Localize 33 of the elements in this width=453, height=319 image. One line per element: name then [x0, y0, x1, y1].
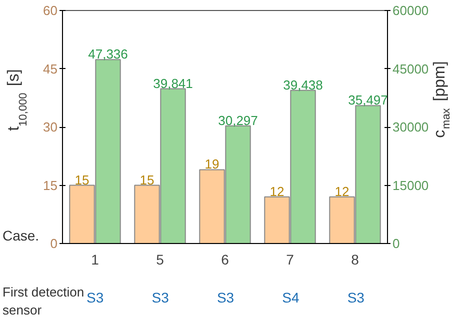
- text: S4: [282, 290, 300, 306]
- data-label: 19: [204, 156, 220, 172]
- x-tick-label: 6: [221, 252, 230, 268]
- text: First detection sensor: [2, 284, 84, 318]
- text: S3: [86, 290, 104, 306]
- data-label: 39,438: [283, 77, 323, 92]
- x-tick-label: 1: [91, 252, 100, 268]
- x-tick-label: 7: [286, 252, 294, 268]
- y2-tick-label: 15000: [392, 178, 429, 193]
- data-label: 30,297: [218, 112, 258, 128]
- data-label: 15: [140, 172, 154, 188]
- y-tick-label: 0: [50, 236, 58, 251]
- y2-axis-title: cmax [ppm]: [432, 61, 452, 138]
- x-tick-label: 8: [351, 252, 360, 268]
- y-tick-label: 60: [43, 3, 58, 18]
- text: S3: [152, 290, 170, 306]
- data-label: 12: [270, 184, 284, 199]
- y2-tick-label: 60000: [392, 3, 429, 18]
- x-tick-label: 5: [156, 252, 164, 268]
- data-label: 15: [74, 172, 90, 188]
- text: S3: [347, 290, 365, 306]
- y-tick-label: 45: [43, 61, 58, 76]
- y-axis-title: t10,000 [s]: [6, 69, 30, 131]
- x-axis-title: Case.: [2, 228, 40, 244]
- y2-tick-label: 0: [392, 236, 400, 251]
- data-label: 12: [334, 184, 350, 199]
- y2-tick-label: 30000: [392, 120, 429, 134]
- data-label: 39,841: [153, 76, 193, 91]
- text: S3: [216, 290, 234, 306]
- data-label: 47,336: [88, 46, 128, 62]
- y-tick-label: 30: [43, 120, 58, 134]
- y-tick-label: 15: [43, 178, 58, 193]
- y2-tick-label: 45000: [392, 61, 429, 76]
